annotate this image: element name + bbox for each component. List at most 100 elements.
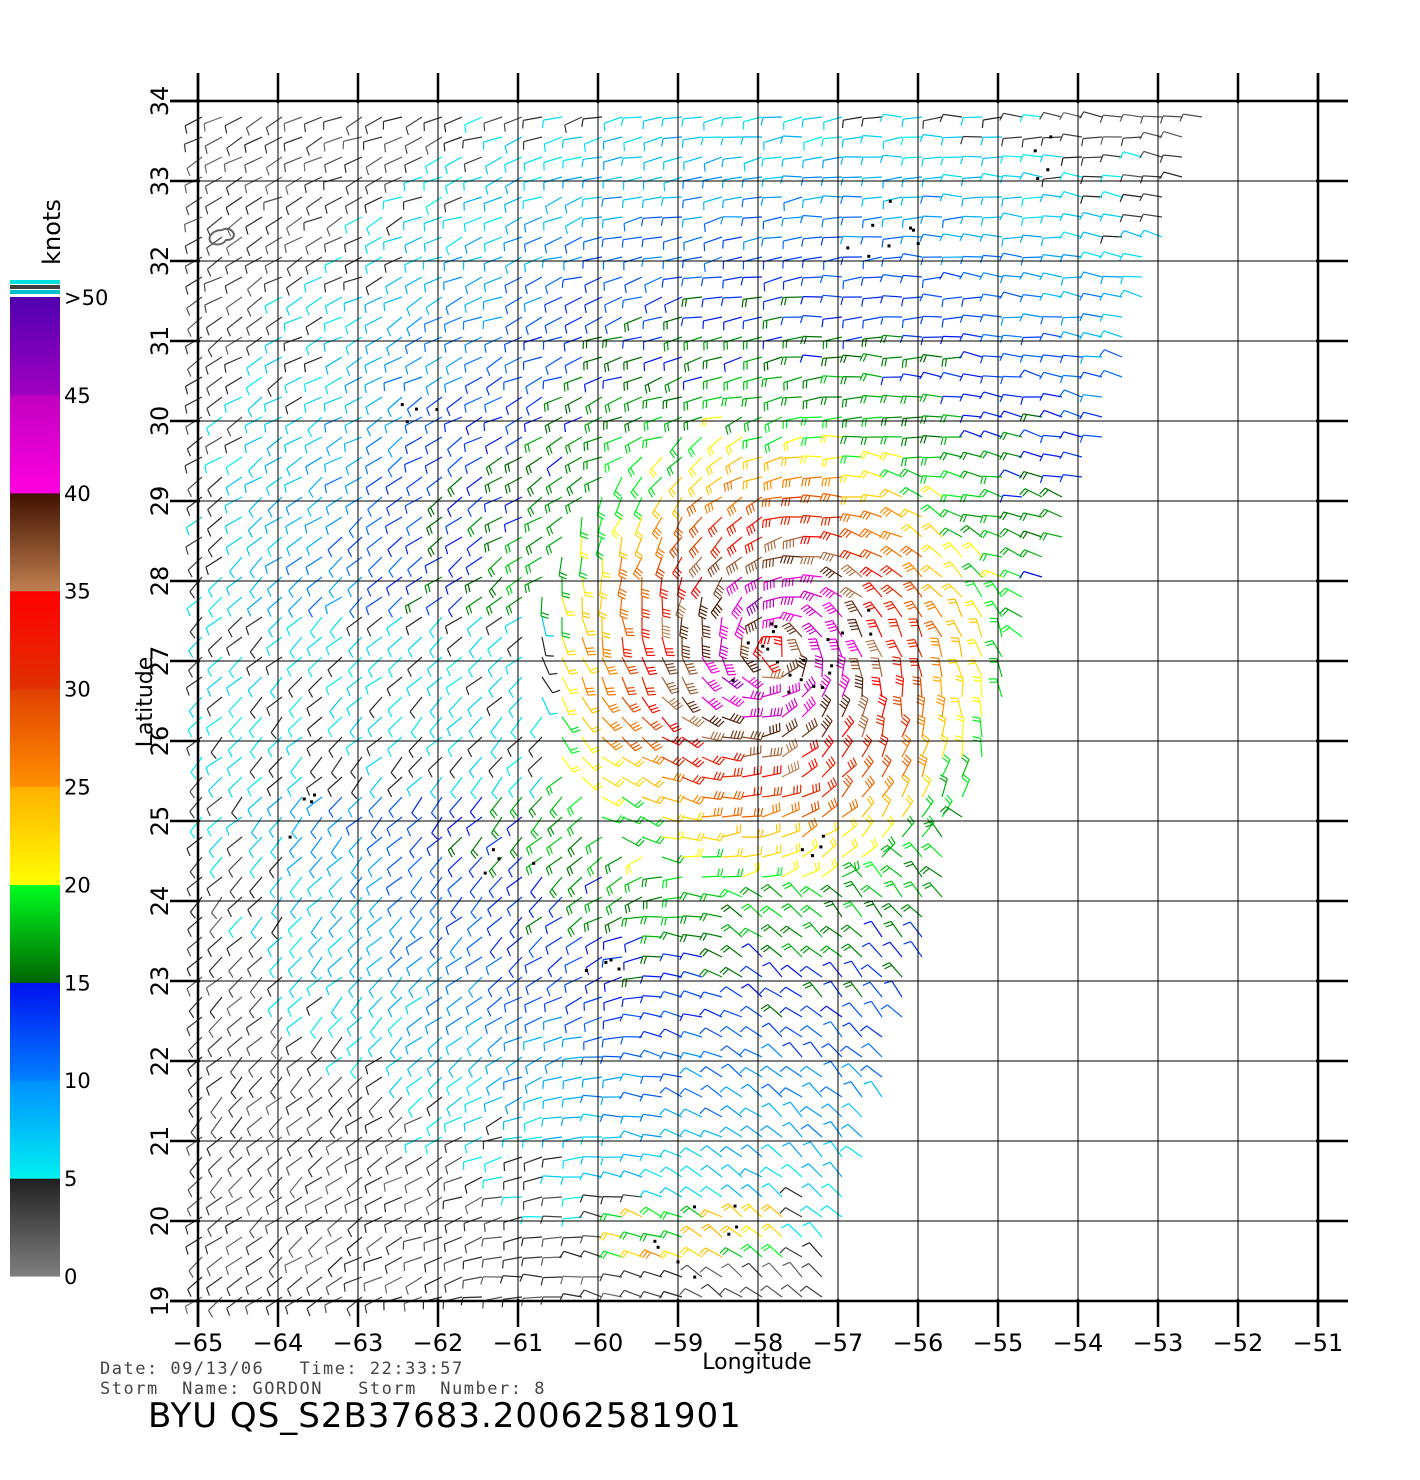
wind-barb [204,296,223,314]
wind-barb [425,996,443,1016]
wind-barb [699,1129,723,1138]
wind-barb [188,1256,203,1278]
wind-barb [306,996,323,1016]
wind-barb [264,1216,283,1235]
wind-barb [405,536,423,555]
rain-flag [771,630,775,634]
wind-barb [799,314,823,324]
wind-barb [611,516,623,540]
wind-barb [444,1276,463,1293]
wind-barb [365,676,383,695]
wind-barb [246,1136,263,1156]
wind-barb [506,816,523,837]
wind-barb [525,916,543,935]
wind-barb [741,396,763,407]
wind-barb [407,636,423,658]
wind-barb [404,256,423,273]
wind-barb [505,396,523,416]
wind-barb [263,396,283,413]
wind-barb [186,356,203,377]
wind-barb [743,416,763,433]
wind-barb [879,469,903,478]
wind-barb [349,896,363,919]
wind-barb [186,1136,203,1156]
wind-barb [683,156,703,171]
wind-barb [184,456,203,474]
wind-barb [939,806,963,818]
wind-barb [966,659,983,678]
wind-barb [488,676,503,698]
wind-barb [743,156,763,172]
wind-barb [923,820,943,838]
wind-barb [922,116,943,129]
wind-barb [920,564,943,578]
wind-barb [959,451,983,461]
wind-barb [661,116,683,127]
wind-barb [505,296,523,315]
wind-barb [268,1236,283,1259]
wind-barb [861,837,878,858]
wind-barb [1039,332,1063,341]
wind-barb [781,943,803,958]
wind-barb [968,618,983,638]
wind-barb [345,336,363,355]
wind-barb [859,372,883,382]
wind-barb [781,682,801,698]
rain-flag [735,1225,739,1229]
wind-barb [544,236,563,254]
wind-barb [285,1296,303,1315]
wind-barb [599,1273,623,1282]
wind-barb [462,316,483,330]
wind-barb [701,416,723,427]
wind-barb [307,416,323,438]
wind-barb [445,1016,463,1036]
wind-barb [506,936,523,957]
wind-barb [266,976,283,997]
wind-barb [661,831,685,840]
wind-barb [762,556,783,569]
wind-barb [543,156,563,171]
y-tick-label: 20 [146,1206,174,1237]
wind-barb [462,136,483,149]
wind-barb [208,776,223,798]
wind-barb [939,508,963,518]
wind-barb [701,771,725,781]
wind-barb [387,696,403,718]
wind-barb [344,476,363,495]
wind-barb [303,376,323,393]
wind-barb [226,1016,243,1037]
wind-barb [627,456,643,478]
wind-barb [508,776,523,798]
wind-barb [979,355,1003,364]
wind-barb [661,756,685,767]
wind-barb [659,972,683,981]
storm-name-line: Storm Name: GORDON Storm Number: 8 [100,1379,546,1399]
wind-barb [364,316,383,334]
wind-barb [208,596,223,618]
rain-flag [693,1205,696,1209]
rain-flag [867,608,871,612]
wind-barb [264,556,283,575]
rain-flag [869,632,873,636]
wind-barb [762,961,783,978]
wind-barb [585,936,603,955]
wind-barb [988,678,1003,698]
wind-barb [1139,131,1163,140]
colorbar-tick-label: 0 [64,1265,77,1289]
wind-barb [707,556,723,578]
wind-barb [799,965,823,978]
wind-barb [761,1102,783,1118]
wind-barb [903,860,923,878]
colorbar-tick-label: 10 [64,1069,91,1093]
wind-barb [669,536,683,559]
wind-barb [547,816,563,837]
wind-barb [269,1176,283,1199]
wind-barb [820,236,843,246]
wind-barb [267,1156,283,1177]
wind-barb [503,336,523,353]
wind-barb [329,616,343,639]
rain-flag [821,834,825,838]
wind-barb [892,695,903,718]
wind-barb [308,936,323,958]
rain-flag [1046,168,1050,172]
